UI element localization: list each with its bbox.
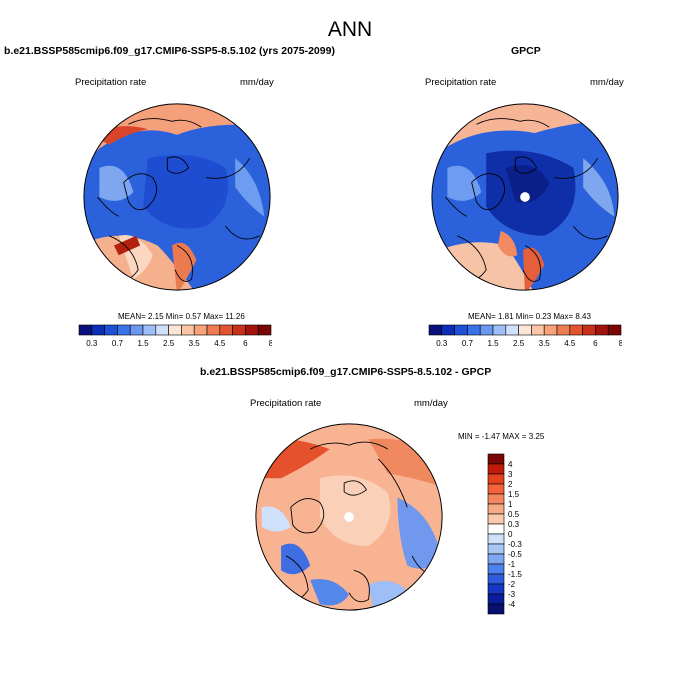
panel2-colorbar-label: 0.7 bbox=[462, 339, 474, 348]
panel1-colorbar-box bbox=[168, 324, 182, 336]
panel2-colorbar-box bbox=[531, 324, 545, 336]
panel3-colorbar-box bbox=[487, 453, 505, 465]
panel1-colorbar-box bbox=[181, 324, 195, 336]
panel2-colorbar-label: 2.5 bbox=[513, 339, 525, 348]
panel2-colorbar-box bbox=[492, 324, 507, 336]
panel3-colorbar-box bbox=[487, 593, 505, 605]
panel1-colorbar-box bbox=[193, 324, 208, 336]
panel1-colorbar-box bbox=[129, 324, 144, 336]
panel1-colorbar-box bbox=[232, 324, 246, 336]
panel2-colorbar-box bbox=[595, 324, 609, 336]
panel3-colorbar-box bbox=[487, 493, 505, 505]
panel3-colorbar-box bbox=[487, 473, 505, 485]
panel3-colorbar-label: 1.5 bbox=[508, 490, 520, 499]
panel3-colorbar-label: -1.5 bbox=[508, 570, 522, 579]
panel1-colorbar-label: 3.5 bbox=[189, 339, 201, 348]
panel2-colorbar-box bbox=[454, 324, 468, 336]
panel1-stats: MEAN= 2.15 Min= 0.57 Max= 11.26 bbox=[118, 312, 245, 321]
panel1-colorbar: 0.3 0.7 1.5 2.5 3.5 4.5 6 8 bbox=[78, 324, 272, 348]
panel3-colorbar-box bbox=[487, 503, 505, 515]
panel3-colorbar-box bbox=[487, 463, 505, 475]
panel2-title: GPCP bbox=[511, 45, 541, 57]
panel2-colorbar-box bbox=[479, 324, 494, 336]
panel3-colorbar-box bbox=[487, 513, 505, 525]
panel3-colorbar-label: -4 bbox=[508, 600, 516, 609]
panel1-colorbar-label: 8 bbox=[269, 339, 272, 348]
panel2-colorbar-label: 3.5 bbox=[539, 339, 551, 348]
panel3-colorbar-box bbox=[487, 603, 505, 615]
panel1-title: b.e21.BSSP585cmip6.f09_g17.CMIP6-SSP5-8.… bbox=[4, 45, 335, 57]
panel1-polar-map bbox=[83, 103, 271, 291]
panel1-colorbar-label: 4.5 bbox=[214, 339, 226, 348]
panel1-colorbar-box bbox=[142, 324, 157, 336]
panel3-colorbar-box bbox=[487, 553, 505, 565]
panel2-stats: MEAN= 1.81 Min= 0.23 Max= 8.43 bbox=[468, 312, 591, 321]
panel3-title: b.e21.BSSP585cmip6.f09_g17.CMIP6-SSP5-8.… bbox=[200, 366, 492, 378]
panel2-variable-label: Precipitation rate bbox=[425, 77, 497, 88]
panel2-colorbar-box bbox=[428, 324, 443, 336]
panel2-colorbar-label: 4.5 bbox=[564, 339, 576, 348]
panel3-colorbar-label: -0.3 bbox=[508, 540, 522, 549]
panel1-colorbar-box bbox=[257, 324, 272, 336]
panel2-polar-map bbox=[431, 103, 619, 291]
panel3-colorbar-box bbox=[487, 573, 505, 585]
figure-title: ANN bbox=[327, 18, 373, 41]
panel2-colorbar-box bbox=[607, 324, 622, 336]
panel2-colorbar-box bbox=[543, 324, 558, 336]
panel2-colorbar-box bbox=[505, 324, 519, 336]
panel3-colorbar-box bbox=[487, 563, 505, 575]
panel3-stats: MIN = -1.47 MAX = 3.25 bbox=[458, 432, 545, 441]
panel3-colorbar-label: 0 bbox=[508, 530, 513, 539]
panel1-colorbar-box bbox=[104, 324, 118, 336]
panel1-colorbar-label: 1.5 bbox=[137, 339, 149, 348]
panel3-variable-label: Precipitation rate bbox=[250, 398, 322, 409]
panel2-colorbar-box bbox=[441, 324, 455, 336]
panel2-colorbar-box bbox=[582, 324, 596, 336]
panel1-colorbar-box bbox=[206, 324, 221, 336]
panel2-colorbar: 0.3 0.7 1.5 2.5 3.5 4.5 6 8 bbox=[428, 324, 622, 348]
panel1-colorbar-label: 6 bbox=[243, 339, 248, 348]
panel1-colorbar-label: 2.5 bbox=[163, 339, 175, 348]
panel1-colorbar-label: 0.3 bbox=[86, 339, 98, 348]
panel1-colorbar-box bbox=[245, 324, 259, 336]
panel2-colorbar-box bbox=[518, 324, 532, 336]
panel3-colorbar-label: -0.5 bbox=[508, 550, 522, 559]
panel3-colorbar-label: 0.5 bbox=[508, 510, 520, 519]
panel1-colorbar-box bbox=[78, 324, 93, 336]
panel2-colorbar-label: 6 bbox=[593, 339, 598, 348]
panel2-colorbar-box bbox=[467, 324, 481, 336]
panel3-colorbar-label: -3 bbox=[508, 590, 516, 599]
panel3-colorbar-label: 3 bbox=[508, 470, 513, 479]
panel2-colorbar-box bbox=[556, 324, 571, 336]
panel3-polar-map bbox=[255, 423, 443, 611]
panel3-colorbar-label: -1 bbox=[508, 560, 516, 569]
panel3-colorbar-label: 4 bbox=[508, 460, 513, 469]
panel1-units-label: mm/day bbox=[240, 77, 274, 88]
panel3-colorbar-box bbox=[487, 523, 505, 535]
panel2-colorbar-label: 0.3 bbox=[436, 339, 448, 348]
panel1-colorbar-box bbox=[155, 324, 169, 336]
panel3-colorbar-box bbox=[487, 583, 505, 595]
panel3-colorbar-label: -2 bbox=[508, 580, 516, 589]
panel3-colorbar-label: 2 bbox=[508, 480, 513, 489]
panel2-colorbar-box bbox=[569, 324, 583, 336]
panel1-colorbar-box bbox=[117, 324, 131, 336]
panel1-colorbar-label: 0.7 bbox=[112, 339, 124, 348]
panel3-colorbar-label: 0.3 bbox=[508, 520, 520, 529]
panel3-colorbar-box bbox=[487, 483, 505, 495]
panel3-units-label: mm/day bbox=[414, 398, 448, 409]
panel2-colorbar-label: 8 bbox=[619, 339, 622, 348]
panel3-colorbar-box bbox=[487, 533, 505, 545]
panel1-variable-label: Precipitation rate bbox=[75, 77, 147, 88]
panel3-colorbar-box bbox=[487, 543, 505, 555]
panel3-colorbar-label: 1 bbox=[508, 500, 513, 509]
panel2-units-label: mm/day bbox=[590, 77, 624, 88]
panel2-colorbar-label: 1.5 bbox=[487, 339, 499, 348]
panel1-colorbar-box bbox=[219, 324, 233, 336]
panel1-colorbar-box bbox=[91, 324, 105, 336]
